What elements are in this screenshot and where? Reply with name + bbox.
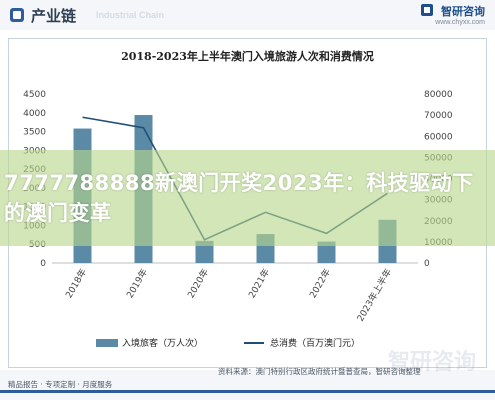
y-right-tick-label: 70000 [424,111,453,121]
bar [195,240,214,263]
x-tick-label: 2020年 [185,267,211,301]
report-footer [0,370,495,400]
y-right-tick-label: 80000 [424,90,453,100]
x-tick-label: 2018年 [63,267,89,301]
header-subtitle: Industrial Chain [96,10,165,20]
overlay-banner [0,150,495,246]
x-tick-label: 2019年 [124,267,150,301]
watermark: 智研咨询 [388,350,477,375]
header-title: 产业链 [31,7,77,25]
y-right-tick-label: 0 [424,259,430,269]
brand-logo-icon [421,4,433,16]
report-header: 产业链 Industrial Chain 智研咨询 www.chyxx.com [0,0,495,30]
x-tick-label: 2021年 [246,267,272,301]
x-tick-label: 2022年 [307,267,333,301]
y-right-tick-label: 60000 [424,132,453,142]
y-left-tick-label: 4500 [23,90,46,100]
brand: 智研咨询 www.chyxx.com [435,3,485,26]
legend-bar-swatch [96,339,118,347]
banner-text: 7777788888新澳门开奖2023年：科技驱动下的澳门变革 [4,171,474,225]
footer-source: 资料来源：澳门特别行政区政府统计暨普查局，智研咨询整理 [218,367,421,376]
footer-accent-bar [0,390,495,393]
legend-bar-label: 入境旅客（万人次） [122,337,203,349]
brand-url: www.chyxx.com [435,19,485,26]
y-left-tick-label: 3500 [23,128,46,138]
legend-line-label: 总消费（百万澳门元） [270,337,360,349]
y-left-tick-label: 0 [40,259,46,269]
footer-services: 精品报告 · 专项定制 · 月度服务 [8,380,113,389]
brand-name: 智研咨询 [441,5,485,18]
bar [317,241,336,263]
chain-icon [10,8,24,22]
chart-title: 2018-2023年上半年澳门入境旅游人次和消费情况 [121,50,374,63]
x-tick-label: 2023年上半年 [354,267,394,324]
y-left-tick-label: 4000 [23,109,46,119]
